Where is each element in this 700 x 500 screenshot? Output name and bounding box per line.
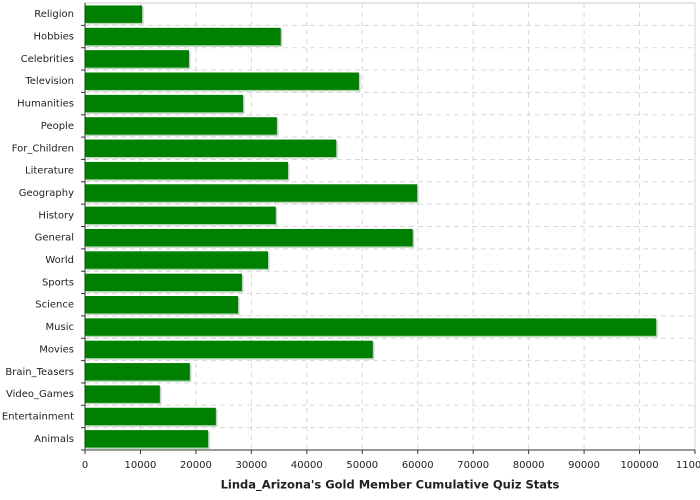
x-tick-label: 90000 — [568, 460, 600, 471]
bar — [85, 94, 244, 113]
x-tick-label: 50000 — [346, 460, 378, 471]
x-tick-label: 10000 — [125, 460, 157, 471]
bar — [85, 117, 277, 135]
bar — [85, 228, 413, 247]
y-tick-label: Literature — [25, 166, 74, 177]
y-tick-label: Science — [35, 300, 74, 311]
chart-title: Linda_Arizona's Gold Member Cumulative Q… — [221, 478, 560, 493]
bar — [85, 206, 276, 225]
x-tick-label: 80000 — [513, 460, 545, 471]
y-tick-label: Music — [46, 322, 74, 333]
x-tick-label: 60000 — [402, 460, 434, 471]
bar — [85, 139, 337, 157]
y-tick-label: Humanities — [17, 99, 74, 110]
bar — [85, 27, 281, 46]
y-tick-label: Sports — [42, 277, 74, 288]
bar — [85, 363, 190, 381]
y-tick-label: Animals — [34, 434, 74, 445]
y-tick-label: Video_Games — [6, 389, 74, 400]
bar — [85, 161, 288, 180]
y-tick-label: Geography — [19, 188, 74, 199]
y-tick-label: History — [38, 210, 74, 221]
y-tick-label: Hobbies — [34, 32, 74, 43]
x-tick-label: 100000 — [620, 460, 658, 471]
y-tick-label: Entertainment — [2, 411, 74, 422]
y-tick-label: Television — [24, 76, 74, 87]
y-tick-label: World — [45, 255, 74, 266]
bar — [85, 5, 143, 23]
bar — [85, 251, 268, 269]
bar — [85, 50, 189, 68]
x-tick-label: 110000 — [676, 460, 700, 471]
x-tick-label: 20000 — [180, 460, 212, 471]
bar — [85, 273, 242, 292]
x-tick-label: 0 — [82, 460, 88, 471]
bar — [85, 72, 359, 90]
x-tick-label: 70000 — [457, 460, 489, 471]
y-tick-label: Religion — [34, 9, 74, 20]
bar — [85, 318, 657, 336]
bar — [85, 340, 373, 359]
x-tick-label: 40000 — [291, 460, 323, 471]
bar — [85, 184, 418, 202]
y-tick-label: Movies — [39, 344, 74, 355]
y-tick-label: Brain_Teasers — [5, 367, 74, 378]
y-tick-label: For_Children — [12, 143, 74, 154]
bar — [85, 296, 239, 314]
x-tick-label: 30000 — [235, 460, 267, 471]
y-tick-label: General — [35, 233, 74, 244]
bar — [85, 385, 160, 403]
y-tick-label: Celebrities — [21, 54, 74, 65]
bar — [85, 430, 209, 448]
bar — [85, 407, 216, 426]
y-tick-label: People — [41, 121, 74, 132]
